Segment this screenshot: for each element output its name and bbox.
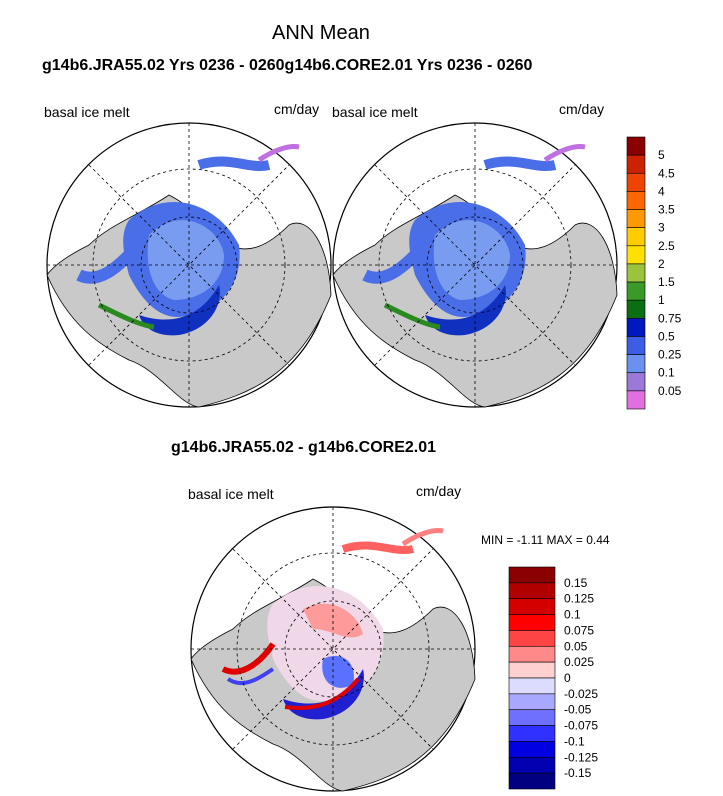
diff-polar-map [190,506,476,792]
min-value: -1.11 [516,533,544,547]
colorbar-top-tick-label: 0.1 [658,366,675,380]
panel1-variable-label: basal ice melt [44,104,130,120]
colorbar-diff-swatch [508,772,556,790]
colorbar-top-tick-label: 4.5 [658,166,675,180]
colorbar-top-tick-label: 3 [658,221,665,235]
panel1-polar-map [46,122,332,408]
colorbar-top-swatch [626,281,646,301]
colorbar-diff-swatch [508,582,556,600]
colorbar-top-swatch [626,191,646,210]
colorbar-top-swatch [626,354,646,374]
colorbar-top-tick-label: 0.05 [658,384,682,398]
colorbar-diff-swatch [508,645,556,663]
colorbar-diff-swatch [508,741,556,758]
colorbar-diff-tick-label: 0.1 [564,608,581,622]
min-label: MIN = [481,533,514,547]
colorbar-top-tick-label: 3.5 [658,203,675,217]
colorbar-diff-swatch [508,693,556,711]
colorbar-top-tick-label: 2.5 [658,239,675,253]
panel2-units-label: cm/day [559,101,605,117]
figure-title: ANN Mean [272,22,370,44]
colorbar-diff-tick-label: -0.125 [564,750,598,764]
colorbar-diff-tick-label: -0.15 [564,766,592,780]
colorbar-top-tick-label: 1 [658,293,665,307]
colorbar-top: 5 4.5 4 3.5 3 2.5 2 1.5 1 0.75 0.5 0.25 0.1 0.05 [626,136,682,410]
colorbar-top-swatch [626,154,646,174]
colorbar-top-swatch [626,172,646,192]
colorbar-diff-tick-label: -0.1 [564,734,585,748]
panel2-variable-label: basal ice melt [332,104,418,120]
diff-units-label: cm/day [416,483,462,499]
colorbar-top-tick-label: 0.75 [658,311,682,325]
colorbar-diff-swatch [508,677,556,695]
colorbar-diff-swatch [508,709,556,726]
colorbar-diff-tick-label: 0.125 [564,592,594,606]
colorbar-diff-swatch [508,756,556,774]
colorbar-top-swatch [626,245,646,265]
colorbar-top-tick-label: 0.25 [658,348,682,362]
colorbar-diff-swatch [508,630,556,647]
colorbar-diff-tick-label: -0.025 [564,687,598,701]
colorbar-top-swatch [626,263,646,283]
colorbar-top-swatch [626,336,646,355]
colorbar-diff-tick-label: 0.025 [564,655,594,669]
colorbar-top-swatch [626,299,646,319]
max-label: MAX = [546,533,583,547]
max-value: 0.44 [586,533,610,547]
colorbar-diff-swatch [508,661,556,679]
colorbar-top-swatch [626,209,646,228]
colorbar-diff-swatch [508,566,556,584]
colorbar-top-tick-label: 4 [658,184,665,198]
colorbar-diff-tick-label: 0.075 [564,623,594,637]
panels-header: g14b6.JRA55.02 Yrs 0236 - 0260g14b6.CORE… [42,57,533,74]
diff-stats: MIN = -1.11 MAX = 0.44 [481,533,610,547]
colorbar-top-tick-label: 5 [658,148,665,162]
colorbar-top-swatch [626,227,646,247]
colorbar-diff: 0.15 0.125 0.10.075 0.05 0.025 0 -0.025 -0.05 -0… [508,566,598,790]
colorbar-diff-tick-label: 0.05 [564,639,588,653]
colorbar-diff-swatch [508,614,556,631]
panel2-polar-map [332,122,618,408]
colorbar-top-swatch [626,372,646,392]
colorbar-diff-swatch [508,598,556,615]
panel1-units-label: cm/day [274,101,320,117]
diff-variable-label: basal ice melt [188,486,274,502]
colorbar-top-swatch [626,136,646,156]
colorbar-top-swatch [626,390,646,410]
colorbar-diff-tick-label: 0 [564,671,571,685]
colorbar-top-tick-label: 0.5 [658,329,675,343]
diff-header: g14b6.JRA55.02 - g14b6.CORE2.01 [171,439,437,456]
colorbar-diff-tick-label: -0.075 [564,719,598,733]
colorbar-diff-swatch [508,725,556,742]
colorbar-top-tick-label: 1.5 [658,275,675,289]
colorbar-top-tick-label: 2 [658,257,665,271]
colorbar-diff-tick-label: 0.15 [564,576,588,590]
colorbar-diff-tick-label: -0.05 [564,703,592,717]
colorbar-top-swatch [626,318,646,337]
